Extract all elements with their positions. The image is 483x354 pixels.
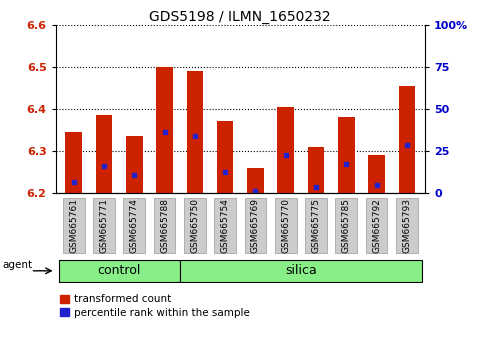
Text: GSM665788: GSM665788: [160, 198, 169, 253]
Text: GSM665750: GSM665750: [190, 198, 199, 253]
Bar: [186, 71, 203, 193]
Text: GSM665793: GSM665793: [402, 198, 412, 253]
FancyBboxPatch shape: [366, 198, 387, 253]
FancyBboxPatch shape: [214, 198, 236, 253]
Title: GDS5198 / ILMN_1650232: GDS5198 / ILMN_1650232: [149, 10, 331, 24]
FancyBboxPatch shape: [335, 198, 357, 253]
Text: GSM665769: GSM665769: [251, 198, 260, 253]
Bar: [65, 132, 82, 193]
Bar: [338, 117, 355, 193]
Bar: [247, 168, 264, 193]
FancyBboxPatch shape: [396, 198, 418, 253]
Bar: [308, 147, 325, 193]
FancyBboxPatch shape: [305, 198, 327, 253]
FancyBboxPatch shape: [154, 198, 175, 253]
Text: GSM665774: GSM665774: [130, 198, 139, 253]
Text: GSM665770: GSM665770: [281, 198, 290, 253]
Text: GSM665761: GSM665761: [69, 198, 78, 253]
Text: GSM665754: GSM665754: [221, 198, 229, 253]
Text: GSM665792: GSM665792: [372, 198, 381, 253]
Bar: [96, 115, 113, 193]
Text: control: control: [98, 264, 141, 277]
FancyBboxPatch shape: [63, 198, 85, 253]
FancyBboxPatch shape: [180, 260, 422, 282]
FancyBboxPatch shape: [93, 198, 115, 253]
Bar: [126, 136, 142, 193]
Text: agent: agent: [3, 260, 33, 270]
FancyBboxPatch shape: [184, 198, 206, 253]
Legend: transformed count, percentile rank within the sample: transformed count, percentile rank withi…: [56, 290, 255, 322]
Text: silica: silica: [285, 264, 317, 277]
Bar: [368, 155, 385, 193]
FancyBboxPatch shape: [58, 260, 180, 282]
Text: GSM665771: GSM665771: [99, 198, 109, 253]
FancyBboxPatch shape: [275, 198, 297, 253]
Bar: [156, 67, 173, 193]
Bar: [217, 121, 233, 193]
Text: GSM665785: GSM665785: [342, 198, 351, 253]
Bar: [398, 86, 415, 193]
FancyBboxPatch shape: [123, 198, 145, 253]
FancyBboxPatch shape: [244, 198, 266, 253]
Bar: [277, 107, 294, 193]
Text: GSM665775: GSM665775: [312, 198, 321, 253]
